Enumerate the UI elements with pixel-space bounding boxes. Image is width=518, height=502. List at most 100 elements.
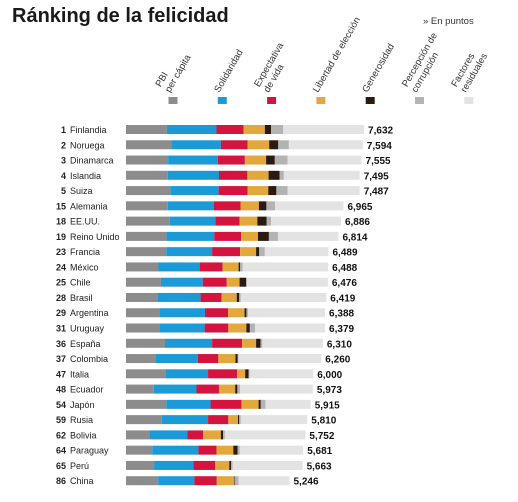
bar-segment — [194, 476, 217, 486]
total-value-label: 7,495 — [364, 171, 389, 182]
legend-swatch — [267, 97, 277, 104]
total-value-label: 6,489 — [332, 248, 357, 259]
bar-segment — [245, 369, 249, 379]
chart-row: 37 Colombia 6,260 — [56, 354, 351, 366]
bar-segment — [233, 445, 238, 455]
chart-title: Ránking de la felicidad — [12, 5, 229, 27]
total-value-label: 6,379 — [329, 324, 354, 335]
bar-segment — [126, 277, 161, 287]
bar-segment — [248, 369, 250, 379]
bar-segment — [235, 384, 238, 394]
bar-segment — [126, 338, 165, 348]
total-value-label: 5,752 — [309, 431, 334, 442]
total-value-label: 5,810 — [311, 416, 336, 427]
bar-segment — [152, 445, 199, 455]
bar-segment — [126, 201, 168, 211]
legend-swatch — [168, 97, 178, 104]
bar-segment — [157, 292, 201, 302]
bar-segment — [234, 476, 239, 486]
bar-segment — [126, 323, 161, 333]
bar-segment — [243, 125, 265, 134]
country-label: España — [70, 339, 101, 349]
bar-segment — [247, 140, 270, 150]
legend-swatch — [217, 97, 227, 104]
country-label: Japón — [70, 400, 95, 410]
bar-segment — [216, 445, 234, 455]
bar-segment — [266, 155, 275, 165]
bar-segment — [237, 384, 241, 394]
bar-segment — [159, 308, 205, 318]
total-value-label: 6,310 — [327, 339, 352, 350]
bar-segment — [154, 460, 194, 470]
country-label: Uruguay — [70, 324, 105, 334]
chart-row: 4 Islandia 7,495 — [61, 170, 389, 182]
chart-row: 24 México 6,488 — [56, 262, 358, 274]
bar-segment — [149, 430, 188, 440]
country-label: Brasil — [70, 293, 93, 303]
chart-row: 86 China 5,246 — [56, 476, 319, 488]
legend-label-group: Generosidad — [360, 42, 397, 95]
country-label: Paraguay — [70, 446, 109, 456]
bar-segment — [255, 323, 326, 333]
bar-segment — [228, 308, 245, 318]
bar-segment — [126, 308, 160, 318]
bar-segment — [240, 201, 259, 211]
bar-segment — [231, 460, 233, 470]
rank-label: 37 — [56, 354, 66, 364]
rank-label: 18 — [56, 217, 66, 227]
bar-segment — [126, 354, 156, 364]
bar-segment — [240, 262, 243, 272]
chart-row: 2 Noruega 7,594 — [61, 140, 392, 152]
total-value-label: 6,260 — [325, 355, 350, 366]
rank-label: 59 — [56, 415, 66, 425]
bar-segment — [257, 231, 269, 241]
total-value-label: 6,488 — [332, 263, 357, 274]
total-value-label: 5,915 — [315, 400, 340, 411]
bar-segment — [126, 445, 153, 455]
total-value-label: 5,973 — [317, 385, 342, 396]
legend-swatch — [365, 97, 375, 104]
bar-segment — [212, 338, 243, 348]
bar-segment — [199, 262, 223, 272]
bar-segment — [166, 247, 213, 257]
country-label: Argentina — [70, 308, 109, 318]
bar-segment — [249, 369, 314, 379]
chart-row: 48 Ecuador 5,973 — [56, 384, 342, 396]
legend-swatch — [316, 97, 326, 104]
bar-segment — [126, 216, 170, 226]
country-label: Ecuador — [70, 385, 104, 395]
bar-segment — [259, 247, 265, 257]
country-label: Rusia — [70, 415, 93, 425]
bar-segment — [244, 155, 267, 165]
bar-segment — [168, 155, 218, 165]
bar-segment — [235, 354, 238, 364]
total-value-label: 6,000 — [317, 370, 342, 381]
bar-segment — [167, 201, 214, 211]
bar-segment — [238, 262, 241, 272]
bar-segment — [266, 216, 272, 226]
bar-segment — [126, 262, 159, 272]
bar-segment — [200, 292, 222, 302]
total-value-label: 5,246 — [293, 477, 318, 488]
rank-label: 15 — [56, 201, 66, 211]
country-label: Chile — [70, 278, 91, 288]
rank-label: 28 — [56, 293, 66, 303]
bar-segment — [279, 170, 284, 180]
chart-row: 59 Rusia 5,810 — [56, 415, 337, 427]
bar-segment — [218, 186, 248, 196]
rank-label: 3 — [61, 156, 66, 166]
bar-segment — [249, 323, 256, 333]
bar-segment — [126, 170, 168, 180]
bar-segment — [283, 170, 360, 180]
bar-segment — [126, 125, 167, 134]
bar-segment — [246, 323, 250, 333]
total-value-label: 6,965 — [347, 202, 372, 213]
bar-segment — [247, 170, 269, 180]
country-label: Perú — [70, 461, 89, 471]
rank-label: 24 — [56, 262, 66, 272]
bar-segment — [229, 460, 232, 470]
bar-segment — [258, 201, 267, 211]
